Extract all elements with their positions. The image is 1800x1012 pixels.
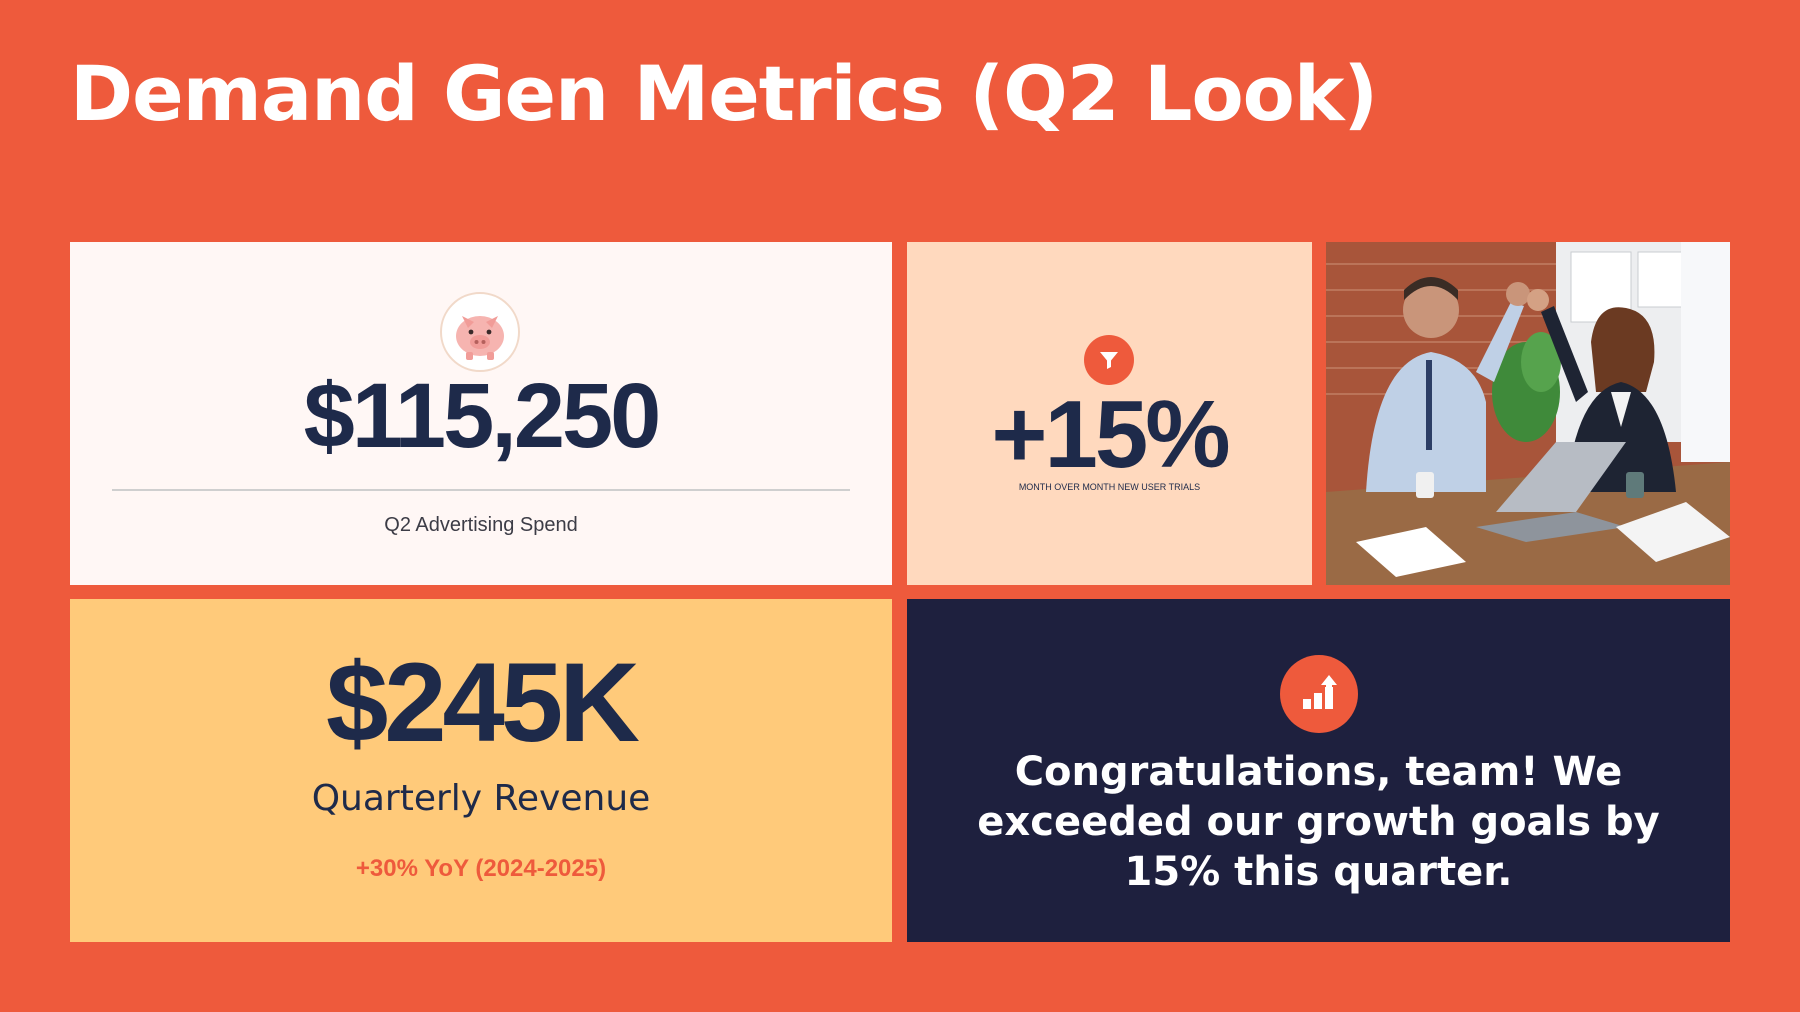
congrats-card: Congratulations, team! We exceeded our g…	[907, 599, 1730, 942]
ad-spend-value: $115,250	[303, 365, 662, 467]
slide-title: Demand Gen Metrics (Q2 Look)	[70, 49, 1378, 138]
funnel-icon	[1084, 335, 1134, 385]
ad-spend-card: $115,250 Q2 Advertising Spend	[70, 242, 892, 585]
user-trials-card: +15% MONTH OVER MONTH NEW USER TRIALS	[907, 242, 1312, 585]
ad-spend-label: Q2 Advertising Spend	[384, 514, 578, 536]
user-trials-value: +15%	[991, 381, 1230, 488]
quarterly-revenue-value: $245K	[325, 640, 640, 765]
user-trials-label: MONTH OVER MONTH NEW USER TRIALS	[1018, 482, 1201, 492]
piggy-bank-icon	[440, 292, 520, 372]
revenue-yoy-change: +30% YoY (2024-2025)	[355, 855, 607, 882]
quarterly-revenue-label: Quarterly Revenue	[311, 778, 651, 819]
divider	[112, 489, 850, 491]
growth-chart-icon	[1280, 655, 1358, 733]
congrats-message: Congratulations, team! We exceeded our g…	[977, 749, 1660, 895]
quarterly-revenue-card: $245K Quarterly Revenue +30% YoY (2024-2…	[70, 599, 892, 942]
team-celebration-photo	[1326, 242, 1730, 585]
